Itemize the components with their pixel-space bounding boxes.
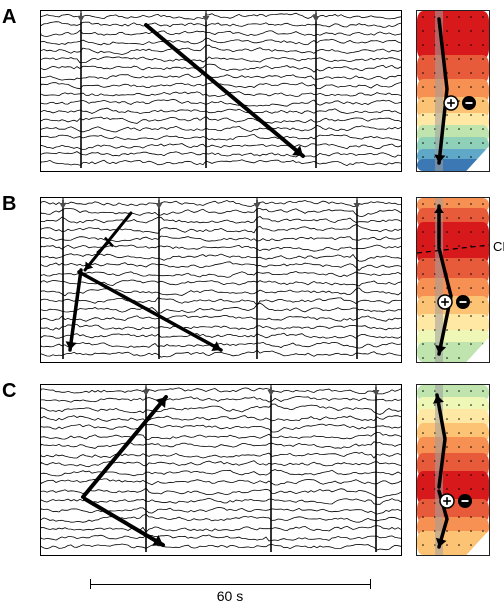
time-scalebar-label: 60 s — [90, 588, 370, 604]
traces-panel-A — [40, 10, 402, 172]
time-scalebar — [90, 584, 370, 585]
colormap-panel-C — [416, 384, 490, 556]
colormap-panel-B — [416, 197, 490, 363]
traces-panel-C — [40, 384, 402, 556]
traces-panel-B — [40, 197, 402, 363]
panel-label-C: C — [2, 380, 16, 403]
panel-label-A: A — [2, 6, 16, 29]
panel-label-B: B — [2, 193, 16, 216]
scientific-figure: A B CL C 60 s — [0, 0, 504, 606]
cl-label: CL — [493, 239, 504, 254]
colormap-panel-A — [416, 10, 490, 172]
